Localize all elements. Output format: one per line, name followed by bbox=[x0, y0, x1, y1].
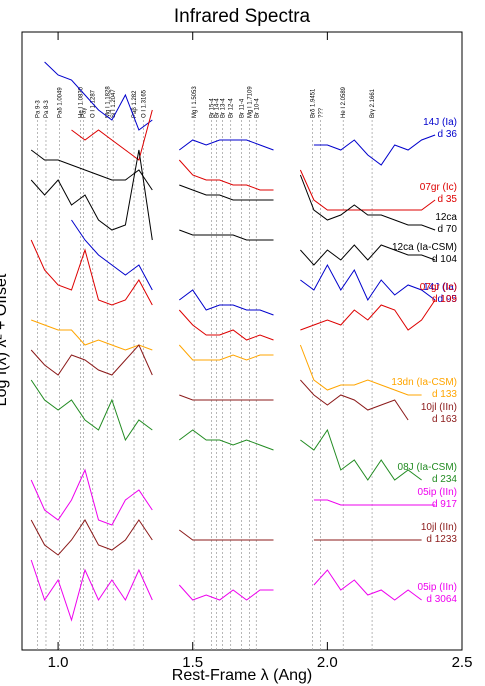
line-label: He I 1.0830 bbox=[78, 86, 84, 118]
line-label: Br 15-4 bbox=[210, 98, 216, 118]
line-label: ??? bbox=[319, 107, 325, 118]
line-label: Mg I 1.1828 bbox=[105, 86, 111, 118]
spectrum bbox=[31, 319, 422, 396]
spectrum bbox=[30, 559, 422, 622]
series-name: 05ip (IIn) bbox=[418, 582, 457, 593]
line-label: Br 13-4 bbox=[221, 98, 227, 118]
series-name: 05ip (IIn) bbox=[418, 487, 457, 498]
spectrum bbox=[71, 109, 436, 211]
x-tick-label: 1.0 bbox=[48, 654, 69, 671]
line-label: He I 2.0589 bbox=[341, 86, 347, 118]
y-axis-label: Log f(λ) λ² + Offset bbox=[0, 273, 10, 406]
series-epoch: d 917 bbox=[432, 499, 457, 510]
plot-frame bbox=[21, 31, 463, 651]
series-epoch: d 109 bbox=[432, 294, 457, 305]
spectrum bbox=[44, 61, 436, 166]
series-epoch: d 104 bbox=[432, 254, 457, 265]
series-name: 14J (Ia) bbox=[423, 282, 457, 293]
line-label: Si I 1.2047 bbox=[111, 89, 117, 118]
series-epoch: d 1233 bbox=[426, 534, 457, 545]
series-epoch: d 95 bbox=[438, 294, 458, 305]
line-label: Paβ 1.282 bbox=[132, 90, 138, 118]
series-epoch: d 70 bbox=[438, 224, 458, 235]
line-label: Pa 8-3 bbox=[44, 100, 50, 118]
series-epoch: d 163 bbox=[432, 414, 457, 425]
series-epoch: d 35 bbox=[438, 194, 458, 205]
line-label: Mg I 1.7109 bbox=[248, 86, 254, 118]
series-name: 12ca (Ia-CSM) bbox=[392, 242, 457, 253]
spectrum bbox=[30, 239, 436, 341]
x-axis-label: Rest-Frame λ (Ang) bbox=[172, 667, 312, 684]
spectrum bbox=[30, 149, 436, 266]
series-epoch: d 36 bbox=[438, 129, 458, 140]
line-label: Br 10-4 bbox=[254, 98, 260, 118]
line-label: Brγ 2.1661 bbox=[370, 88, 376, 118]
series-name: 10jl (IIn) bbox=[421, 402, 457, 413]
spectrum bbox=[30, 468, 436, 526]
series-name: 07gr (Ic) bbox=[420, 282, 457, 293]
line-label: Brδ 1.9451 bbox=[311, 88, 317, 118]
series-name: 13dn (Ia-CSM) bbox=[391, 377, 457, 388]
line-label: Paγ bbox=[81, 108, 87, 118]
line-label: Br 14-4 bbox=[214, 98, 220, 118]
line-label: Mg I 1.5053 bbox=[192, 86, 198, 118]
line-label: Pa 9-3 bbox=[35, 100, 41, 118]
series-name: 10jl (IIn) bbox=[421, 522, 457, 533]
line-label: Paδ 1.0049 bbox=[57, 87, 63, 118]
line-label: Br 11-4 bbox=[239, 98, 245, 118]
x-tick-label: 2.0 bbox=[317, 654, 338, 671]
line-label: O I 1.3165 bbox=[141, 89, 147, 118]
x-tick-label: 1.5 bbox=[182, 654, 203, 671]
series-epoch: d 3064 bbox=[426, 594, 457, 605]
series-epoch: d 234 bbox=[432, 474, 457, 485]
line-label: Br 12-4 bbox=[229, 98, 235, 118]
series-name: 14J (Ia) bbox=[423, 117, 457, 128]
spectrum bbox=[30, 379, 422, 481]
spectrum bbox=[71, 219, 436, 316]
series-epoch: d 133 bbox=[432, 389, 457, 400]
x-tick-label: 2.5 bbox=[452, 654, 473, 671]
series-name: 12ca bbox=[435, 212, 457, 223]
series-name: 08J (Ia-CSM) bbox=[398, 462, 457, 473]
chart-title: Infrared Spectra bbox=[174, 6, 311, 27]
spectrum bbox=[30, 519, 422, 556]
spectrum bbox=[30, 344, 409, 421]
spectrum bbox=[30, 149, 436, 231]
line-label: O I 1.1287 bbox=[91, 89, 97, 118]
series-name: 07gr (Ic) bbox=[420, 182, 457, 193]
